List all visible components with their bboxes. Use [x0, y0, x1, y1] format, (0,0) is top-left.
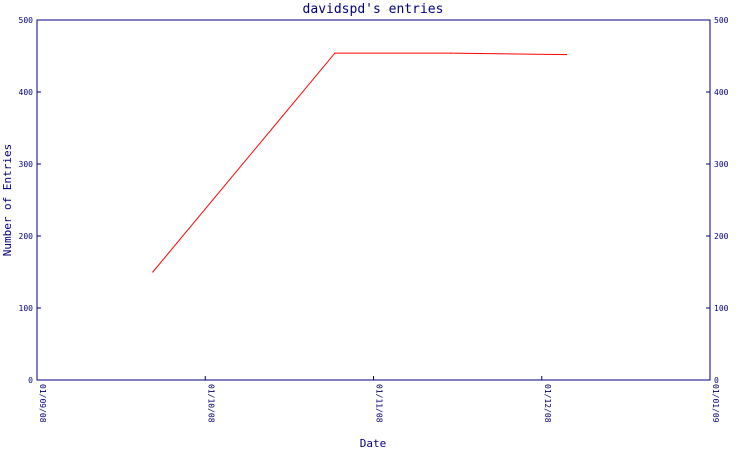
y-tick-label-left: 500 — [19, 16, 34, 25]
y-tick-label-left: 0 — [28, 376, 33, 385]
y-axis-left: 0 100 200 300 400 500 — [19, 16, 41, 385]
data-point — [450, 52, 452, 54]
x-tick-label: 01/10/08 — [206, 384, 215, 423]
series-layer — [152, 52, 568, 273]
x-tick-label: 01/01/09 — [711, 384, 720, 423]
y-tick-label-right: 500 — [714, 16, 729, 25]
plot-area-frame — [36, 19, 711, 381]
y-tick-label-left: 100 — [19, 304, 34, 313]
y-tick-label-left: 200 — [19, 232, 34, 241]
series-line — [152, 52, 567, 273]
data-point — [565, 53, 568, 56]
data-point — [152, 271, 154, 273]
y-tick-label-right: 100 — [714, 304, 729, 313]
y-tick-label-left: 400 — [19, 88, 34, 97]
y-tick-label-right: 200 — [714, 232, 729, 241]
y-tick-label-right: 300 — [714, 160, 729, 169]
x-axis-label: Date — [360, 437, 387, 450]
y-axis-right: 0 100 200 300 400 500 — [706, 16, 729, 385]
x-axis: 01/09/08 01/10/08 01/11/08 01/12/08 01/01/09 — [36, 376, 720, 423]
chart-title: davidspd's entries — [303, 2, 444, 17]
data-point — [334, 52, 336, 54]
x-tick-label: 01/12/08 — [543, 384, 552, 423]
y-tick-label-right: 400 — [714, 88, 729, 97]
x-tick-label: 01/09/08 — [38, 384, 47, 423]
y-tick-label-right: 0 — [714, 376, 719, 385]
y-tick-label-left: 300 — [19, 160, 34, 169]
y-axis-label: Number of Entries — [1, 144, 14, 257]
x-tick-label: 01/11/08 — [375, 384, 384, 423]
